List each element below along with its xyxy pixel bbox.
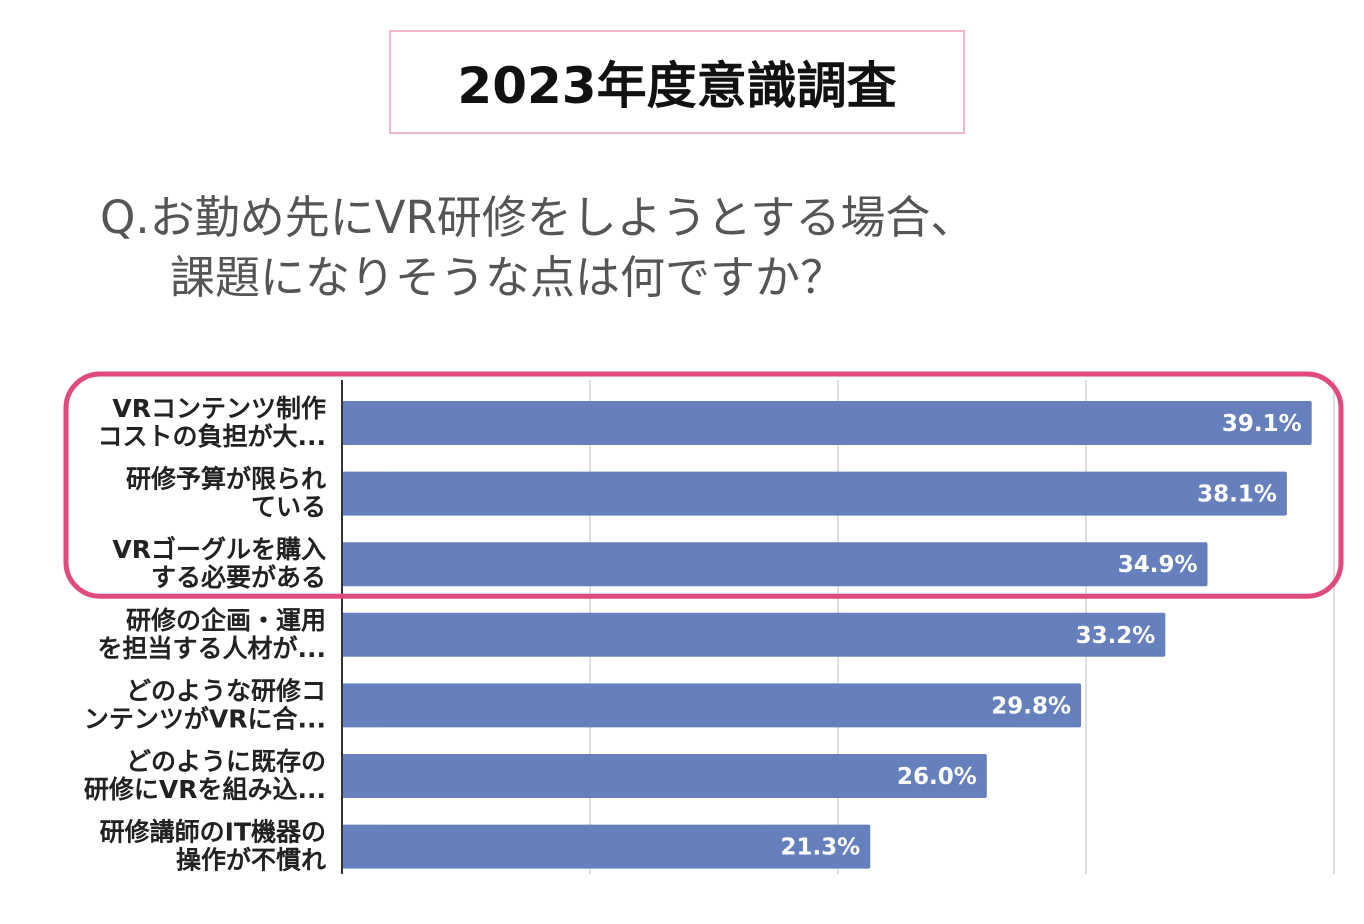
value-label-6: 21.3% [780, 835, 860, 861]
bar-6 [342, 824, 871, 869]
category-label-2: VRゴーグルを購入する必要がある [112, 535, 326, 592]
highlight-frame [63, 371, 1344, 599]
value-label-0: 39.1% [1222, 411, 1302, 437]
bar-1 [342, 471, 1287, 516]
value-label-5: 26.0% [897, 764, 977, 790]
title-box: 2023年度意識調査 [389, 30, 965, 134]
category-label-6: 研修講師のIT機器の操作が不慣れ [100, 818, 326, 875]
question-line-1: Q.お勤め先にVR研修をしようとする場合、 [100, 191, 976, 244]
category-label-5: どのように既存の研修にVRを組み込... [84, 747, 326, 804]
page-title: 2023年度意識調査 [457, 57, 897, 115]
value-label-1: 38.1% [1197, 482, 1277, 508]
category-label-1: 研修予算が限られている [126, 465, 326, 522]
category-label-0: VRコンテンツ制作コストの負担が大... [98, 394, 327, 451]
bar-0 [342, 401, 1312, 445]
value-label-4: 29.8% [991, 693, 1071, 719]
category-label-4: どのような研修コンテンツがVRに合... [84, 676, 326, 733]
bar-2 [342, 542, 1208, 587]
category-label-3: 研修の企画・運用を担当する人材が... [98, 606, 327, 663]
value-label-3: 33.2% [1076, 623, 1156, 649]
question-line-2: 課題になりそうな点は何ですか？ [170, 251, 846, 304]
value-label-2: 34.9% [1118, 552, 1198, 578]
bar-3 [342, 612, 1166, 657]
bar-4 [342, 683, 1082, 728]
bar-5 [342, 754, 987, 798]
question-text: Q.お勤め先にVR研修をしようとする場合、 課題になりそうな点は何ですか？ [100, 188, 975, 308]
